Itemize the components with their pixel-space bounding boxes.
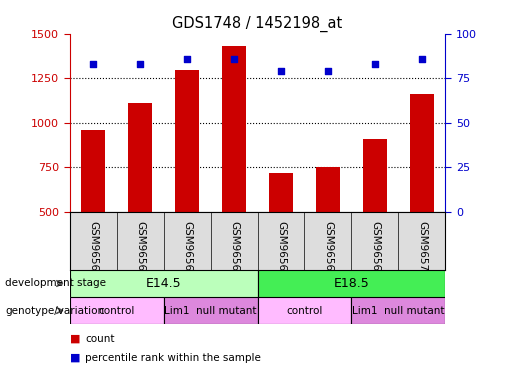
Text: GSM96565: GSM96565 [182, 220, 192, 278]
Text: percentile rank within the sample: percentile rank within the sample [85, 353, 261, 363]
Point [418, 56, 426, 62]
Text: E18.5: E18.5 [334, 277, 369, 290]
Title: GDS1748 / 1452198_at: GDS1748 / 1452198_at [173, 16, 342, 32]
Bar [222, 46, 246, 212]
Point [89, 61, 97, 67]
Text: ■: ■ [70, 334, 80, 344]
Text: GSM96567: GSM96567 [276, 220, 286, 278]
Text: GSM96568: GSM96568 [323, 220, 333, 278]
Text: count: count [85, 334, 114, 344]
Text: control: control [98, 306, 135, 315]
Bar [352, 297, 445, 324]
Bar [258, 270, 445, 297]
Text: ■: ■ [70, 353, 80, 363]
Point [136, 61, 144, 67]
Bar [363, 139, 387, 212]
Text: GSM96563: GSM96563 [88, 220, 98, 278]
Bar [269, 172, 293, 212]
Bar [258, 297, 351, 324]
Bar [164, 297, 258, 324]
Text: Lim1  null mutant: Lim1 null mutant [352, 306, 445, 315]
Bar [410, 94, 434, 212]
Bar [128, 103, 152, 212]
Text: Lim1  null mutant: Lim1 null mutant [164, 306, 257, 315]
Point [183, 56, 191, 62]
Text: GSM96569: GSM96569 [370, 220, 380, 278]
Bar [70, 270, 258, 297]
Bar [175, 70, 199, 212]
Text: development stage: development stage [5, 279, 106, 288]
Text: E14.5: E14.5 [146, 277, 181, 290]
Text: genotype/variation: genotype/variation [5, 306, 104, 315]
Point [324, 68, 332, 74]
Text: control: control [286, 306, 323, 315]
Text: GSM96566: GSM96566 [229, 220, 239, 278]
Bar [70, 297, 164, 324]
Bar [316, 167, 340, 212]
Point [277, 68, 285, 74]
Point [371, 61, 379, 67]
Text: GSM96570: GSM96570 [417, 220, 427, 277]
Bar [81, 130, 105, 212]
Point [230, 56, 238, 62]
Text: GSM96564: GSM96564 [135, 220, 145, 278]
